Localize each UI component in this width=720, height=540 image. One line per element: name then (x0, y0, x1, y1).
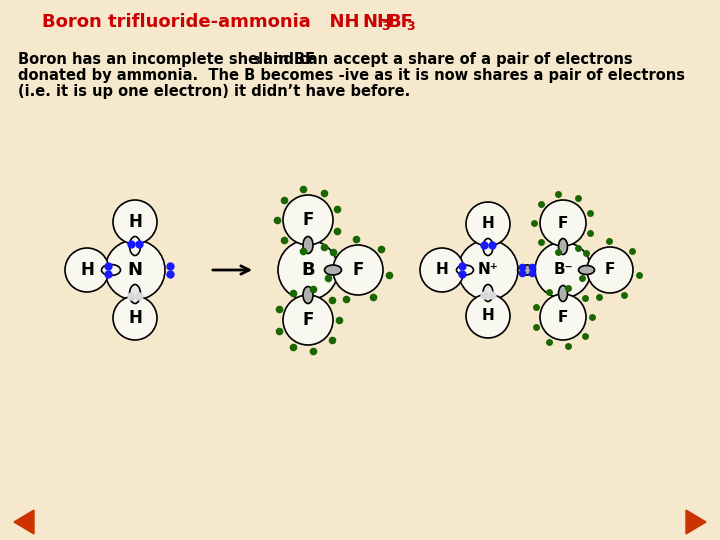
Text: B⁻: B⁻ (553, 262, 573, 278)
Text: 3: 3 (406, 19, 415, 32)
Text: H: H (80, 261, 94, 279)
Circle shape (587, 247, 633, 293)
Ellipse shape (303, 237, 313, 253)
Circle shape (458, 240, 518, 300)
Ellipse shape (456, 265, 474, 275)
Circle shape (540, 200, 586, 246)
Polygon shape (14, 510, 34, 534)
Ellipse shape (578, 266, 595, 274)
Text: H: H (482, 308, 495, 323)
Text: BF: BF (387, 13, 413, 31)
Circle shape (113, 200, 157, 244)
Circle shape (466, 202, 510, 246)
Text: 3: 3 (252, 56, 260, 66)
Text: F: F (302, 311, 314, 329)
Ellipse shape (102, 265, 120, 275)
Text: N⁺: N⁺ (477, 262, 498, 278)
Ellipse shape (130, 285, 140, 303)
Text: F: F (302, 211, 314, 229)
Text: H: H (128, 309, 142, 327)
Circle shape (333, 245, 383, 295)
Text: NH: NH (362, 13, 392, 31)
Text: (i.e. it is up one electron) it didn’t have before.: (i.e. it is up one electron) it didn’t h… (18, 84, 410, 99)
Polygon shape (686, 510, 706, 534)
Text: H: H (128, 213, 142, 231)
Ellipse shape (559, 239, 567, 254)
Circle shape (535, 242, 591, 298)
Text: Boron trifluoride-ammonia   NH: Boron trifluoride-ammonia NH (42, 13, 360, 31)
Ellipse shape (303, 287, 313, 303)
Text: H: H (482, 217, 495, 232)
Text: donated by ammonia.  The B becomes -ive as it is now shares a pair of electrons: donated by ammonia. The B becomes -ive a… (18, 68, 685, 83)
Ellipse shape (130, 237, 140, 255)
Ellipse shape (559, 286, 567, 301)
Circle shape (278, 240, 338, 300)
Circle shape (466, 294, 510, 338)
Ellipse shape (483, 285, 493, 301)
Text: F: F (605, 262, 615, 278)
Text: N: N (127, 261, 143, 279)
Text: 3: 3 (381, 19, 390, 32)
Text: F: F (558, 215, 568, 231)
Circle shape (540, 294, 586, 340)
Text: H: H (436, 262, 449, 278)
Text: and can accept a share of a pair of electrons: and can accept a share of a pair of elec… (258, 52, 633, 67)
Circle shape (420, 248, 464, 292)
Circle shape (283, 195, 333, 245)
Circle shape (113, 296, 157, 340)
Text: B: B (301, 261, 315, 279)
Text: F: F (352, 261, 364, 279)
Circle shape (105, 240, 165, 300)
Text: Boron has an incomplete shell in BF: Boron has an incomplete shell in BF (18, 52, 315, 67)
Circle shape (283, 295, 333, 345)
Text: F: F (558, 309, 568, 325)
Ellipse shape (518, 265, 536, 275)
Ellipse shape (325, 265, 341, 275)
Circle shape (65, 248, 109, 292)
Ellipse shape (483, 239, 493, 255)
